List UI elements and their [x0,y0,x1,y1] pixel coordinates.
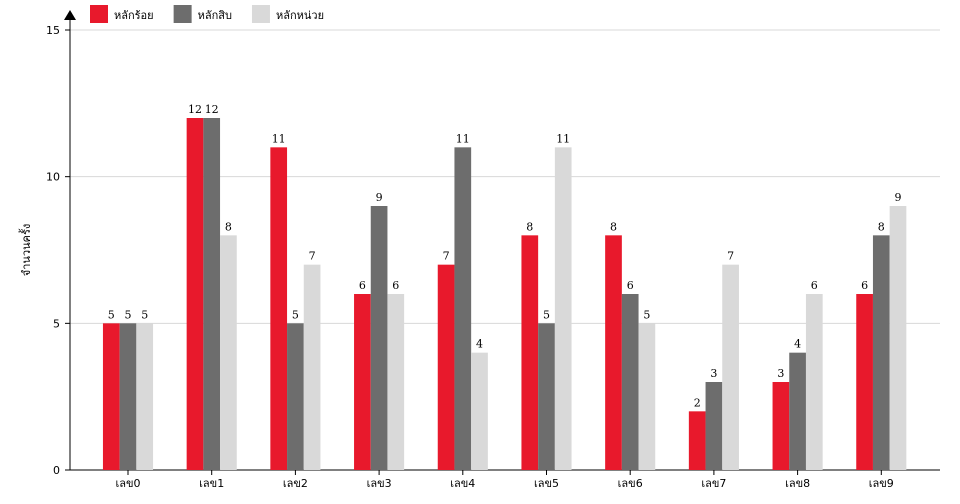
legend-swatch [251,5,270,23]
value-label: 4 [476,338,483,351]
value-label: 11 [272,132,286,145]
value-label: 6 [359,279,366,292]
bar [705,382,723,470]
value-label: 8 [610,220,617,233]
y-tick-label: 0 [53,464,60,477]
bar [621,294,639,470]
value-label: 5 [141,308,148,321]
value-label: 6 [627,279,634,292]
y-axis-label: จำนวนครั้ง [18,224,33,276]
value-label: 9 [895,191,902,204]
x-tick-label: เลข0 [115,477,140,490]
bar [203,118,221,470]
legend-label: หลักสิบ [198,9,232,22]
bar [387,294,405,470]
value-label: 6 [861,279,868,292]
bar [270,147,288,471]
y-tick-label: 5 [53,317,60,330]
x-tick-label: เลข6 [618,477,643,490]
bar [772,382,790,470]
x-tick-label: เลข9 [869,477,894,490]
bar [437,264,455,470]
bar [889,206,907,470]
value-label: 7 [727,250,734,263]
value-label: 5 [108,308,115,321]
value-label: 4 [794,338,801,351]
x-tick-label: เลข7 [701,477,726,490]
y-tick-label: 10 [46,171,60,184]
bar [136,323,154,470]
x-tick-label: เลข1 [199,477,224,490]
bar [554,147,572,471]
legend-swatch [90,5,108,23]
value-label: 6 [392,279,399,292]
x-tick-label: เลข5 [534,477,559,490]
bar [287,323,304,470]
bar [186,118,204,470]
legend-swatch [173,5,192,23]
value-label: 9 [376,191,383,204]
value-label: 11 [456,132,470,145]
value-label: 5 [543,308,550,321]
bar [638,323,656,470]
value-label: 6 [811,279,818,292]
value-label: 5 [125,308,132,321]
value-label: 11 [556,132,570,145]
bar [119,323,137,470]
bar [303,264,321,470]
bar [521,235,539,470]
bar [805,294,823,470]
value-label: 12 [205,103,219,116]
value-label: 5 [292,308,299,321]
bar [872,235,890,470]
value-label: 12 [188,103,202,116]
value-label: 3 [777,367,784,380]
value-label: 3 [710,367,717,380]
bar [102,323,120,470]
bar [354,294,371,470]
x-tick-label: เลข8 [785,477,810,490]
value-label: 8 [878,220,885,233]
x-tick-label: เลข2 [283,477,308,490]
bar [220,235,237,470]
bar [789,352,806,470]
value-label: 2 [694,396,701,409]
value-label: 7 [309,250,316,263]
bar [454,147,472,471]
value-label: 8 [526,220,533,233]
legend-label: หลักร้อย [114,9,154,22]
bar [370,206,388,470]
bar [722,264,739,470]
value-label: 8 [225,220,232,233]
bar [605,235,622,470]
bar [538,323,555,470]
bar [688,411,706,470]
value-label: 5 [643,308,650,321]
bar [471,352,488,470]
bar [856,294,873,470]
legend-label: หลักหน่วย [276,9,324,22]
x-tick-label: เลข3 [367,477,392,490]
x-tick-label: เลข4 [450,477,475,490]
value-label: 7 [443,250,450,263]
y-tick-label: 15 [46,24,60,37]
